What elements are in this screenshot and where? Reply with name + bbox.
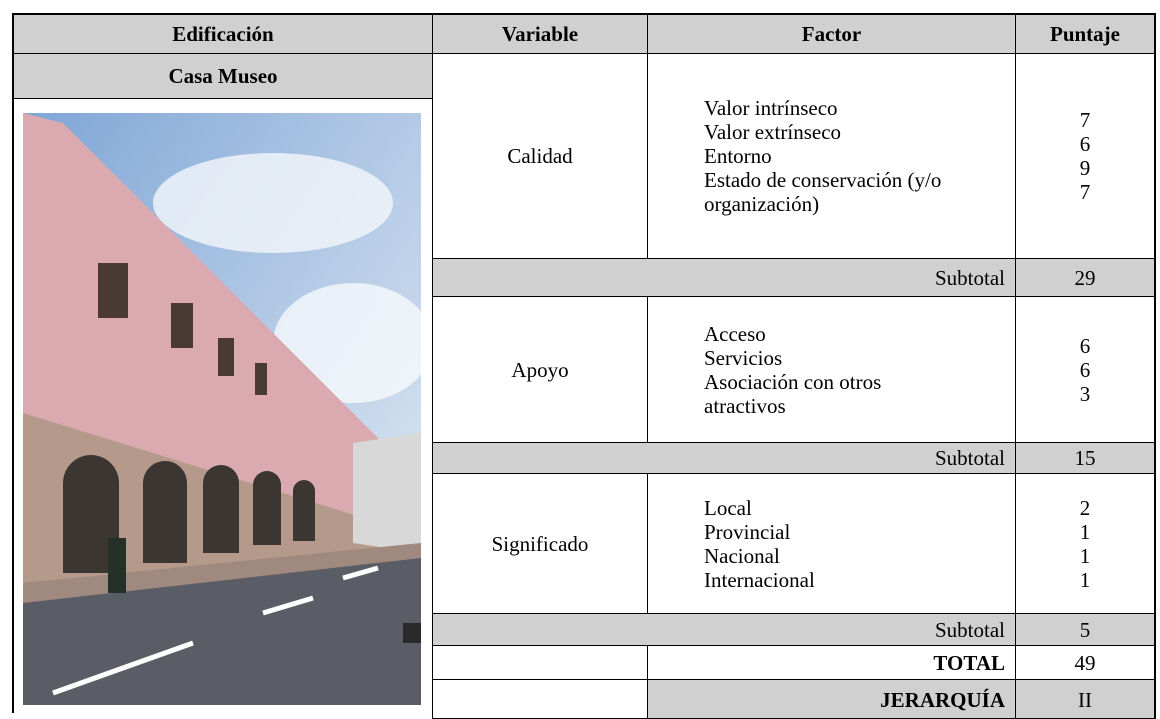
variable-cell: Significado (432, 473, 648, 614)
score: 1 (1079, 543, 1091, 568)
factor: Provincial (704, 519, 791, 544)
variable-cell: Calidad (432, 53, 648, 259)
score: 7 (1079, 108, 1091, 132)
variable-cell: Apoyo (432, 296, 648, 443)
score: 6 (1079, 357, 1091, 382)
total-label: TOTAL (647, 645, 1016, 680)
subtotal-label: Subtotal (432, 613, 1016, 646)
factor: Acceso (704, 321, 766, 346)
score: 2 (1079, 495, 1091, 520)
score: 9 (1079, 156, 1091, 180)
factor-list: Local Provincial Nacional Internacional (704, 496, 954, 592)
factor-list: Acceso Servicios Asociación con otros atra… (704, 322, 954, 418)
score: 6 (1079, 333, 1091, 358)
photo-cell (12, 98, 433, 713)
subtotal-label: Subtotal (432, 442, 1016, 474)
building-name: Casa Museo (12, 53, 433, 99)
header-cell: Puntaje (1015, 13, 1156, 54)
factor-list: Valor intrínseco Valor extrínseco Entorno E… (704, 96, 954, 216)
rank-label: JERARQUÍA (647, 679, 1016, 719)
factor-cell: Acceso Servicios Asociación con otros atra… (647, 296, 1016, 443)
total-value: 49 (1015, 645, 1156, 680)
factor-cell: Local Provincial Nacional Internacional (647, 473, 1016, 614)
score: 1 (1079, 519, 1091, 544)
factor: Servicios (704, 345, 783, 370)
factor: Valor intrínseco (704, 96, 838, 120)
header-cell: Factor (647, 13, 1016, 54)
factor: Internacional (704, 567, 815, 592)
factor: Estado de conservación (y/o organización… (704, 168, 942, 216)
subtotal-value: 15 (1015, 442, 1156, 474)
score: 1 (1079, 567, 1091, 592)
rank-value: II (1015, 679, 1156, 719)
empty-cell (432, 645, 648, 680)
subtotal-value: 5 (1015, 613, 1156, 646)
factor: Nacional (704, 543, 780, 568)
factor: Entorno (704, 144, 772, 168)
factor: Asociación con otros atractivos (704, 369, 882, 418)
factor: Valor extrínseco (704, 120, 842, 144)
factor-cell: Valor intrínseco Valor extrínseco Entorno E… (647, 53, 1016, 259)
factor: Local (704, 495, 752, 520)
building-photo (23, 113, 421, 705)
score: 7 (1079, 180, 1091, 204)
header-cell: Variable (432, 13, 648, 54)
score: 6 (1079, 132, 1091, 156)
subtotal-label: Subtotal (432, 258, 1016, 297)
empty-cell (432, 679, 648, 719)
header-cell: Edificación (12, 13, 433, 54)
score: 3 (1079, 381, 1091, 406)
subtotal-value: 29 (1015, 258, 1156, 297)
